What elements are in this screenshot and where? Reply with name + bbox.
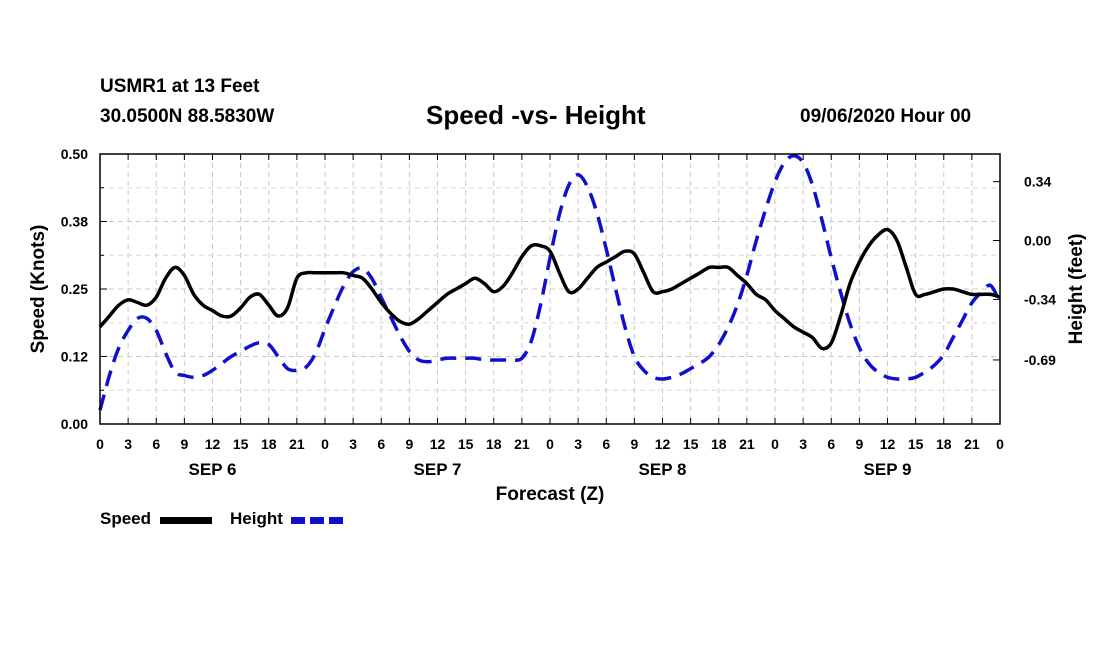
y-axis-left-label: Speed (Knots) [28,225,49,354]
x-tick-label: 12 [880,436,896,452]
y-axis-right-label: Height (feet) [1066,234,1087,345]
day-label: SEP 7 [414,460,462,479]
speed-series-group [98,227,1001,351]
x-tick-label: 0 [96,436,104,452]
height-series-group [98,153,1002,411]
y-left-tick-label: 0.38 [61,214,88,230]
y-right-tick-label: -0.34 [1024,291,1056,307]
x-tick-label: 18 [711,436,727,452]
x-axis-label: Forecast (Z) [496,484,605,505]
station-label: USMR1 at 13 Feet [100,76,260,97]
x-tick-label: 12 [205,436,221,452]
x-tick-label: 15 [233,436,249,452]
x-tick-label: 12 [655,436,671,452]
x-tick-label: 9 [855,436,863,452]
x-tick-label: 9 [405,436,413,452]
day-label: SEP 8 [639,460,687,479]
x-tick-label: 18 [486,436,502,452]
x-tick-label: 15 [908,436,924,452]
x-tick-label: 15 [683,436,699,452]
day-label: SEP 9 [864,460,912,479]
x-tick-label: 18 [936,436,952,452]
y-right-tick-label: 0.34 [1024,174,1051,190]
x-tick-label: 6 [602,436,610,452]
y-left-tick-label: 0.12 [61,349,88,365]
x-tick-label: 12 [430,436,446,452]
day-label: SEP 6 [189,460,237,479]
x-tick-label: 15 [458,436,474,452]
x-tick-label: 6 [377,436,385,452]
x-tick-label: 6 [827,436,835,452]
y-right-tick-label: -0.69 [1024,352,1056,368]
legend-speed-swatch [160,517,212,524]
speed-series-line [98,227,1001,351]
x-tick-label: 0 [996,436,1004,452]
grid-lines [100,154,1000,424]
y-left-tick-label: 0.25 [61,281,88,297]
x-tick-label: 18 [261,436,277,452]
y-left-tick-label: 0.50 [61,146,88,162]
x-tick-label: 3 [574,436,582,452]
x-tick-label: 0 [771,436,779,452]
x-tick-label: 21 [289,436,305,452]
x-tick-label: 3 [799,436,807,452]
x-tick-label: 3 [349,436,357,452]
axes-group: 0 3 6 9 12 15 18 21 0 3 6 9 12 15 18 21 0 3 6 9 12 15 18 21 0 3 6 9… [61,146,1056,479]
x-tick-label: 3 [124,436,132,452]
x-tick-label: 6 [152,436,160,452]
forecast-datetime: 09/06/2020 Hour 00 [800,106,972,127]
legend-speed-label: Speed [100,509,152,528]
y-right-tick-label: 0.00 [1024,233,1051,249]
height-series-line [98,153,1002,411]
y-left-tick-label: 0.00 [61,416,88,432]
x-tick-label: 9 [180,436,188,452]
x-tick-label: 21 [514,436,530,452]
x-tick-label: 9 [630,436,638,452]
legend-height-swatch [291,517,343,524]
x-tick-label: 21 [964,436,980,452]
chart-title: Speed -vs- Height [426,100,646,130]
coordinates-label: 30.0500N 88.5830W [100,106,275,127]
x-tick-label: 0 [546,436,554,452]
x-tick-label: 21 [739,436,755,452]
x-tick-label: 0 [321,436,329,452]
legend-height-label: Height [230,509,283,528]
